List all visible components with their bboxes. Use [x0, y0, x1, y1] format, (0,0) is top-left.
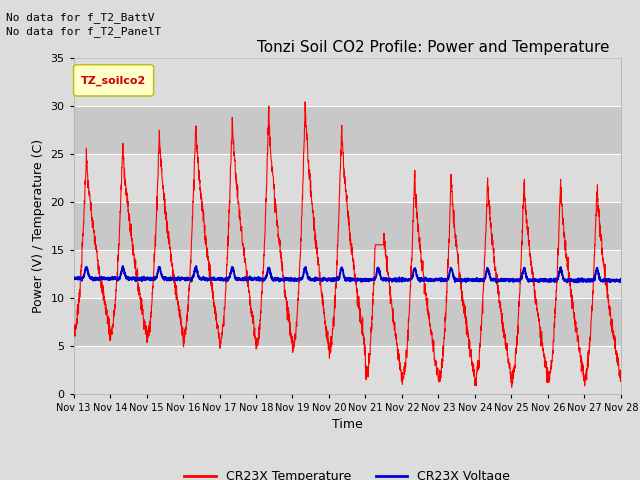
Text: No data for f_T2_BattV: No data for f_T2_BattV [6, 12, 155, 23]
Bar [74, 202, 621, 250]
Y-axis label: Power (V) / Temperature (C): Power (V) / Temperature (C) [32, 139, 45, 312]
Bar [74, 346, 621, 394]
Bar [74, 298, 621, 346]
Bar [74, 154, 621, 202]
Bar [74, 106, 621, 154]
Text: Tonzi Soil CO2 Profile: Power and Temperature: Tonzi Soil CO2 Profile: Power and Temper… [257, 40, 610, 55]
X-axis label: Time: Time [332, 418, 363, 431]
Bar [74, 58, 621, 106]
Bar [74, 250, 621, 298]
Text: TZ_soilco2: TZ_soilco2 [81, 75, 146, 85]
Text: No data for f_T2_PanelT: No data for f_T2_PanelT [6, 26, 162, 37]
Legend: CR23X Temperature, CR23X Voltage: CR23X Temperature, CR23X Voltage [179, 465, 515, 480]
